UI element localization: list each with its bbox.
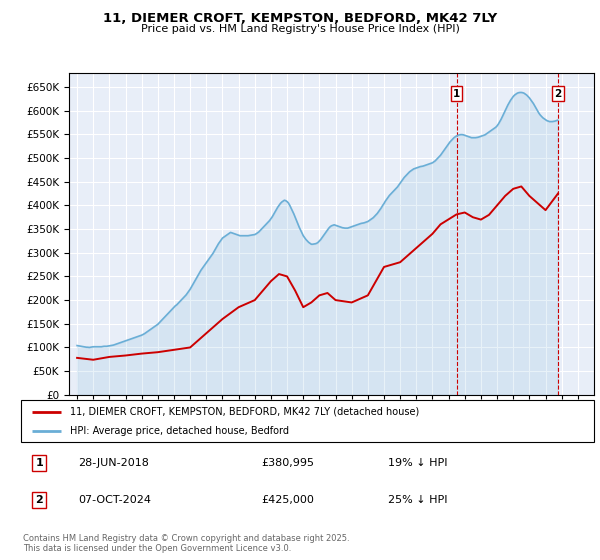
Text: 28-JUN-2018: 28-JUN-2018 [79,458,149,468]
Text: 25% ↓ HPI: 25% ↓ HPI [388,495,447,505]
Text: £425,000: £425,000 [262,495,314,505]
Text: Price paid vs. HM Land Registry's House Price Index (HPI): Price paid vs. HM Land Registry's House … [140,24,460,34]
Text: 2: 2 [35,495,43,505]
Text: 19% ↓ HPI: 19% ↓ HPI [388,458,447,468]
Text: 07-OCT-2024: 07-OCT-2024 [79,495,151,505]
Text: 2: 2 [554,88,562,99]
Text: 11, DIEMER CROFT, KEMPSTON, BEDFORD, MK42 7LY (detached house): 11, DIEMER CROFT, KEMPSTON, BEDFORD, MK4… [70,407,419,417]
Text: Contains HM Land Registry data © Crown copyright and database right 2025.
This d: Contains HM Land Registry data © Crown c… [23,534,349,553]
Text: £380,995: £380,995 [262,458,314,468]
Text: 1: 1 [453,88,460,99]
Text: 11, DIEMER CROFT, KEMPSTON, BEDFORD, MK42 7LY: 11, DIEMER CROFT, KEMPSTON, BEDFORD, MK4… [103,12,497,25]
Text: 1: 1 [35,458,43,468]
Text: HPI: Average price, detached house, Bedford: HPI: Average price, detached house, Bedf… [70,426,289,436]
